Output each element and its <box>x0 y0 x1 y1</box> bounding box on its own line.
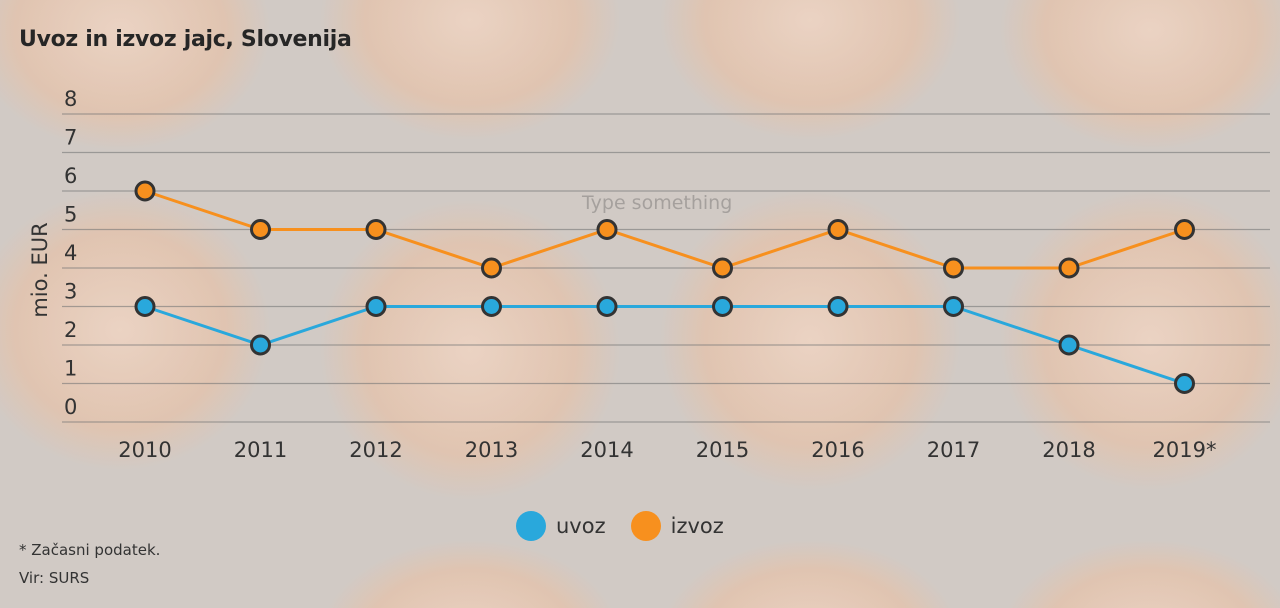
izvoz-point[interactable] <box>481 257 502 279</box>
x-tick-label: 2017 <box>927 438 980 462</box>
placeholder-text: Type something <box>581 192 732 214</box>
izvoz-point[interactable] <box>943 257 964 279</box>
uvoz-point[interactable] <box>1058 334 1080 356</box>
y-tick-label: 7 <box>64 126 77 150</box>
x-tick-label: 2014 <box>580 438 633 462</box>
y-tick-label: 5 <box>64 203 77 227</box>
izvoz-point[interactable] <box>134 180 156 202</box>
x-tick-label: 2013 <box>465 438 518 462</box>
uvoz-point[interactable] <box>1174 373 1195 394</box>
izvoz-point[interactable] <box>596 219 618 240</box>
uvoz-line <box>144 305 1185 385</box>
y-tick-label: 2 <box>64 318 77 342</box>
x-tick-label: 2016 <box>811 438 864 462</box>
chart-title: Uvoz in izvoz jajc, Slovenija <box>19 27 352 52</box>
izvoz-point[interactable] <box>365 219 387 240</box>
x-tick-label: 2011 <box>234 438 287 462</box>
izvoz-point[interactable] <box>712 257 733 279</box>
y-tick-label: 6 <box>64 164 77 188</box>
uvoz-point[interactable] <box>596 296 618 317</box>
y-tick-label: 1 <box>64 357 77 381</box>
uvoz-point[interactable] <box>134 296 156 317</box>
izvoz-point[interactable] <box>1174 219 1195 240</box>
uvoz-point[interactable] <box>943 296 964 317</box>
izvoz-swatch-icon <box>630 511 661 541</box>
legend-item-izvoz[interactable]: izvoz <box>630 511 724 541</box>
x-tick-label: 2019* <box>1153 438 1217 462</box>
legend-label: uvoz <box>556 514 606 538</box>
y-axis-label: mio. EUR <box>28 222 52 317</box>
y-tick-label: 8 <box>64 87 77 111</box>
legend-item-uvoz[interactable]: uvoz <box>516 511 606 541</box>
izvoz-line <box>144 189 1185 270</box>
uvoz-point[interactable] <box>250 334 271 356</box>
uvoz-point[interactable] <box>712 296 733 317</box>
uvoz-point[interactable] <box>481 296 502 317</box>
uvoz-point[interactable] <box>827 296 849 317</box>
x-tick-label: 2015 <box>696 438 749 462</box>
izvoz-point[interactable] <box>1058 257 1080 279</box>
y-tick-label: 4 <box>64 241 77 265</box>
uvoz-point[interactable] <box>365 296 387 317</box>
x-tick-label: 2012 <box>349 438 402 462</box>
x-tick-label: 2018 <box>1042 438 1095 462</box>
y-tick-label: 3 <box>64 280 77 304</box>
y-tick-label: 0 <box>64 395 77 419</box>
footnote: * Začasni podatek. <box>19 541 161 559</box>
x-tick-label: 2010 <box>118 438 171 462</box>
izvoz-point[interactable] <box>827 219 849 240</box>
izvoz-point[interactable] <box>250 219 271 240</box>
legend: uvoz izvoz <box>516 511 749 541</box>
uvoz-swatch-icon <box>516 511 546 541</box>
source-note: Vir: SURS <box>19 569 90 587</box>
legend-label: izvoz <box>670 514 724 538</box>
